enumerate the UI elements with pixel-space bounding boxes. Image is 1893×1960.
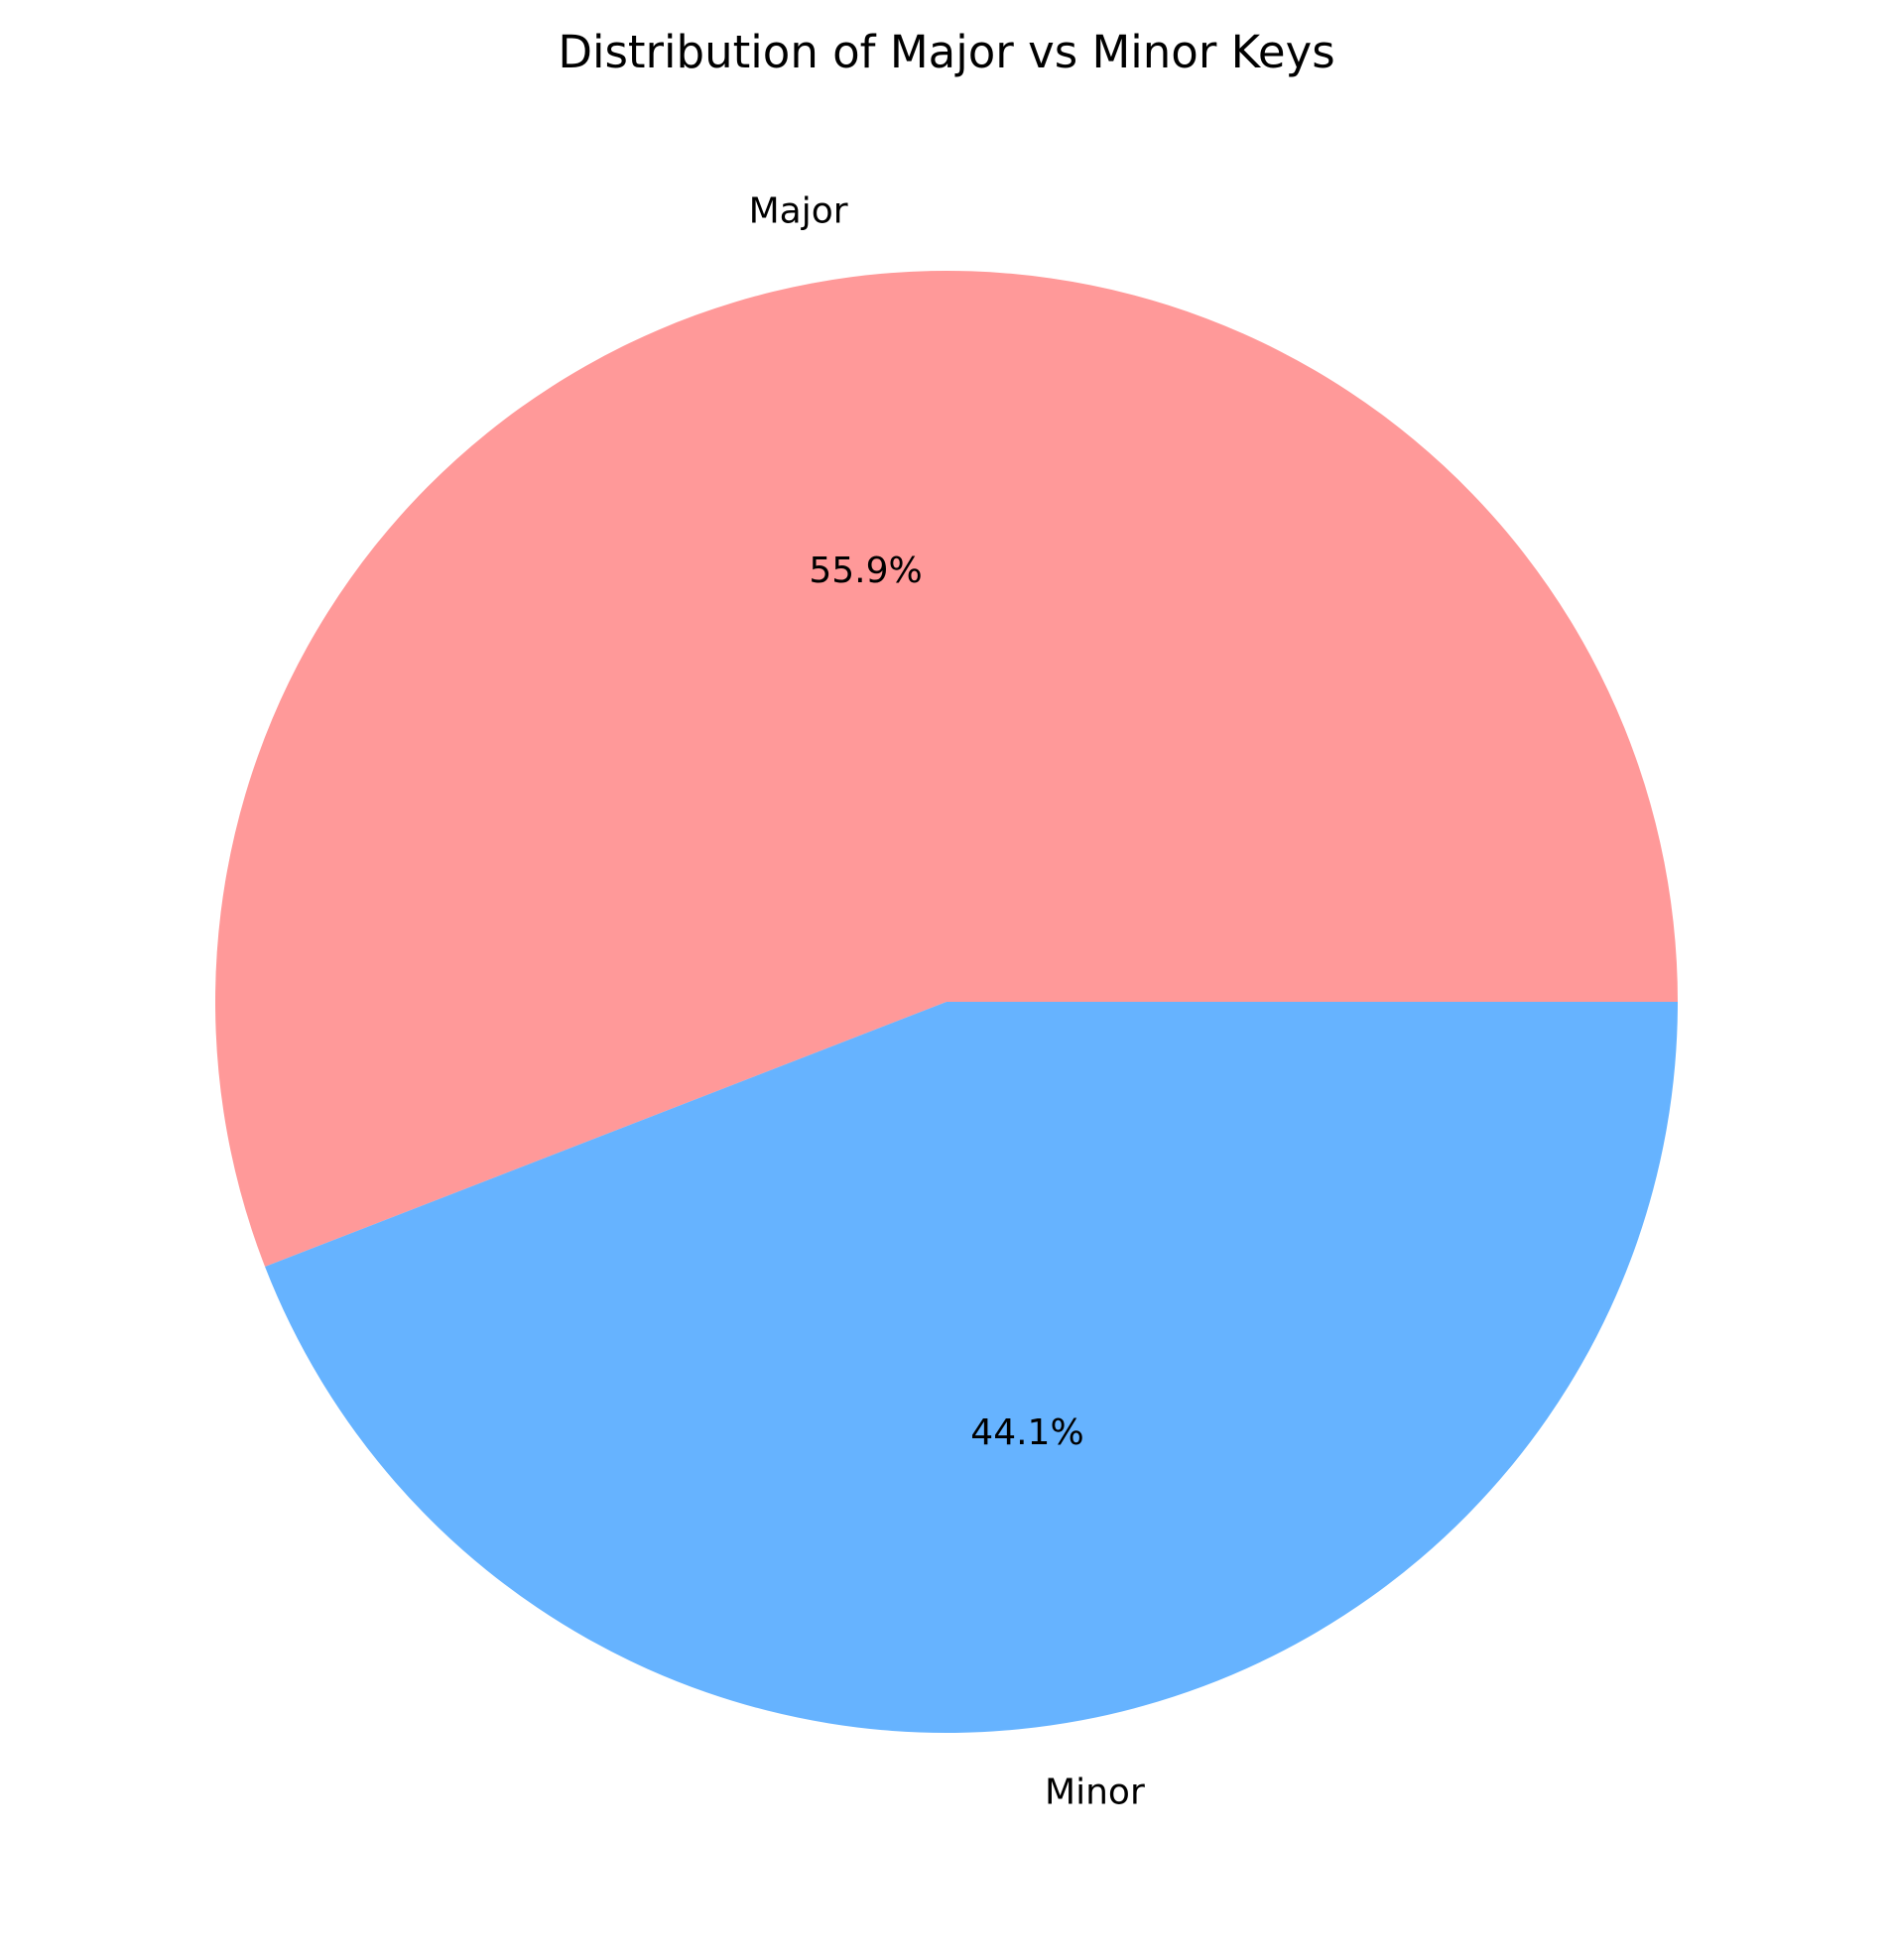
chart-title: Distribution of Major vs Minor Keys	[558, 26, 1334, 78]
slice-label-major: Major	[749, 191, 848, 232]
slice-label-minor: Minor	[1045, 1772, 1145, 1812]
pie-slices	[214, 270, 1679, 1733]
pie-labels: Major 55.9% Minor 44.1%	[749, 191, 1145, 1813]
pie-slice-minor	[265, 1002, 1678, 1733]
slice-percent-major: 55.9%	[809, 551, 922, 591]
pie-slice-major	[214, 270, 1679, 1267]
slice-percent-minor: 44.1%	[970, 1412, 1083, 1453]
